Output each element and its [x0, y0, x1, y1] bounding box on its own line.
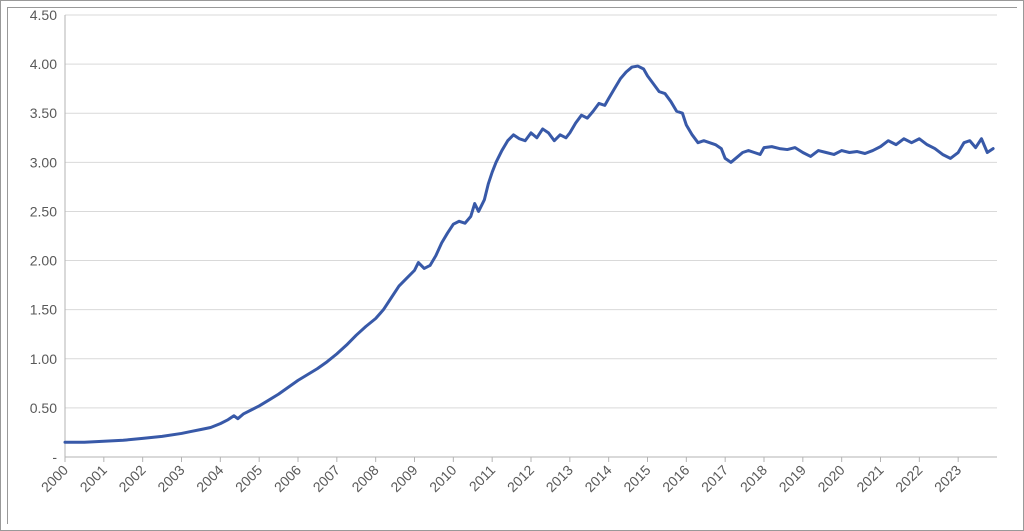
- line-chart: -0.501.001.502.002.503.003.504.004.50200…: [8, 8, 1018, 525]
- chart-inner-frame: -0.501.001.502.002.503.003.504.004.50200…: [7, 7, 1017, 524]
- y-tick-label: 2.50: [30, 203, 57, 219]
- y-tick-label: 2.00: [30, 253, 57, 269]
- y-tick-label: 1.00: [30, 351, 57, 367]
- y-tick-label: 3.00: [30, 154, 57, 170]
- y-tick-label: 1.50: [30, 302, 57, 318]
- y-tick-label: 4.50: [30, 8, 57, 23]
- chart-outer-frame: -0.501.001.502.002.503.003.504.004.50200…: [0, 0, 1024, 531]
- y-tick-label: -: [52, 449, 57, 465]
- y-tick-label: 4.00: [30, 56, 57, 72]
- y-tick-label: 0.50: [30, 400, 57, 416]
- y-tick-label: 3.50: [30, 105, 57, 121]
